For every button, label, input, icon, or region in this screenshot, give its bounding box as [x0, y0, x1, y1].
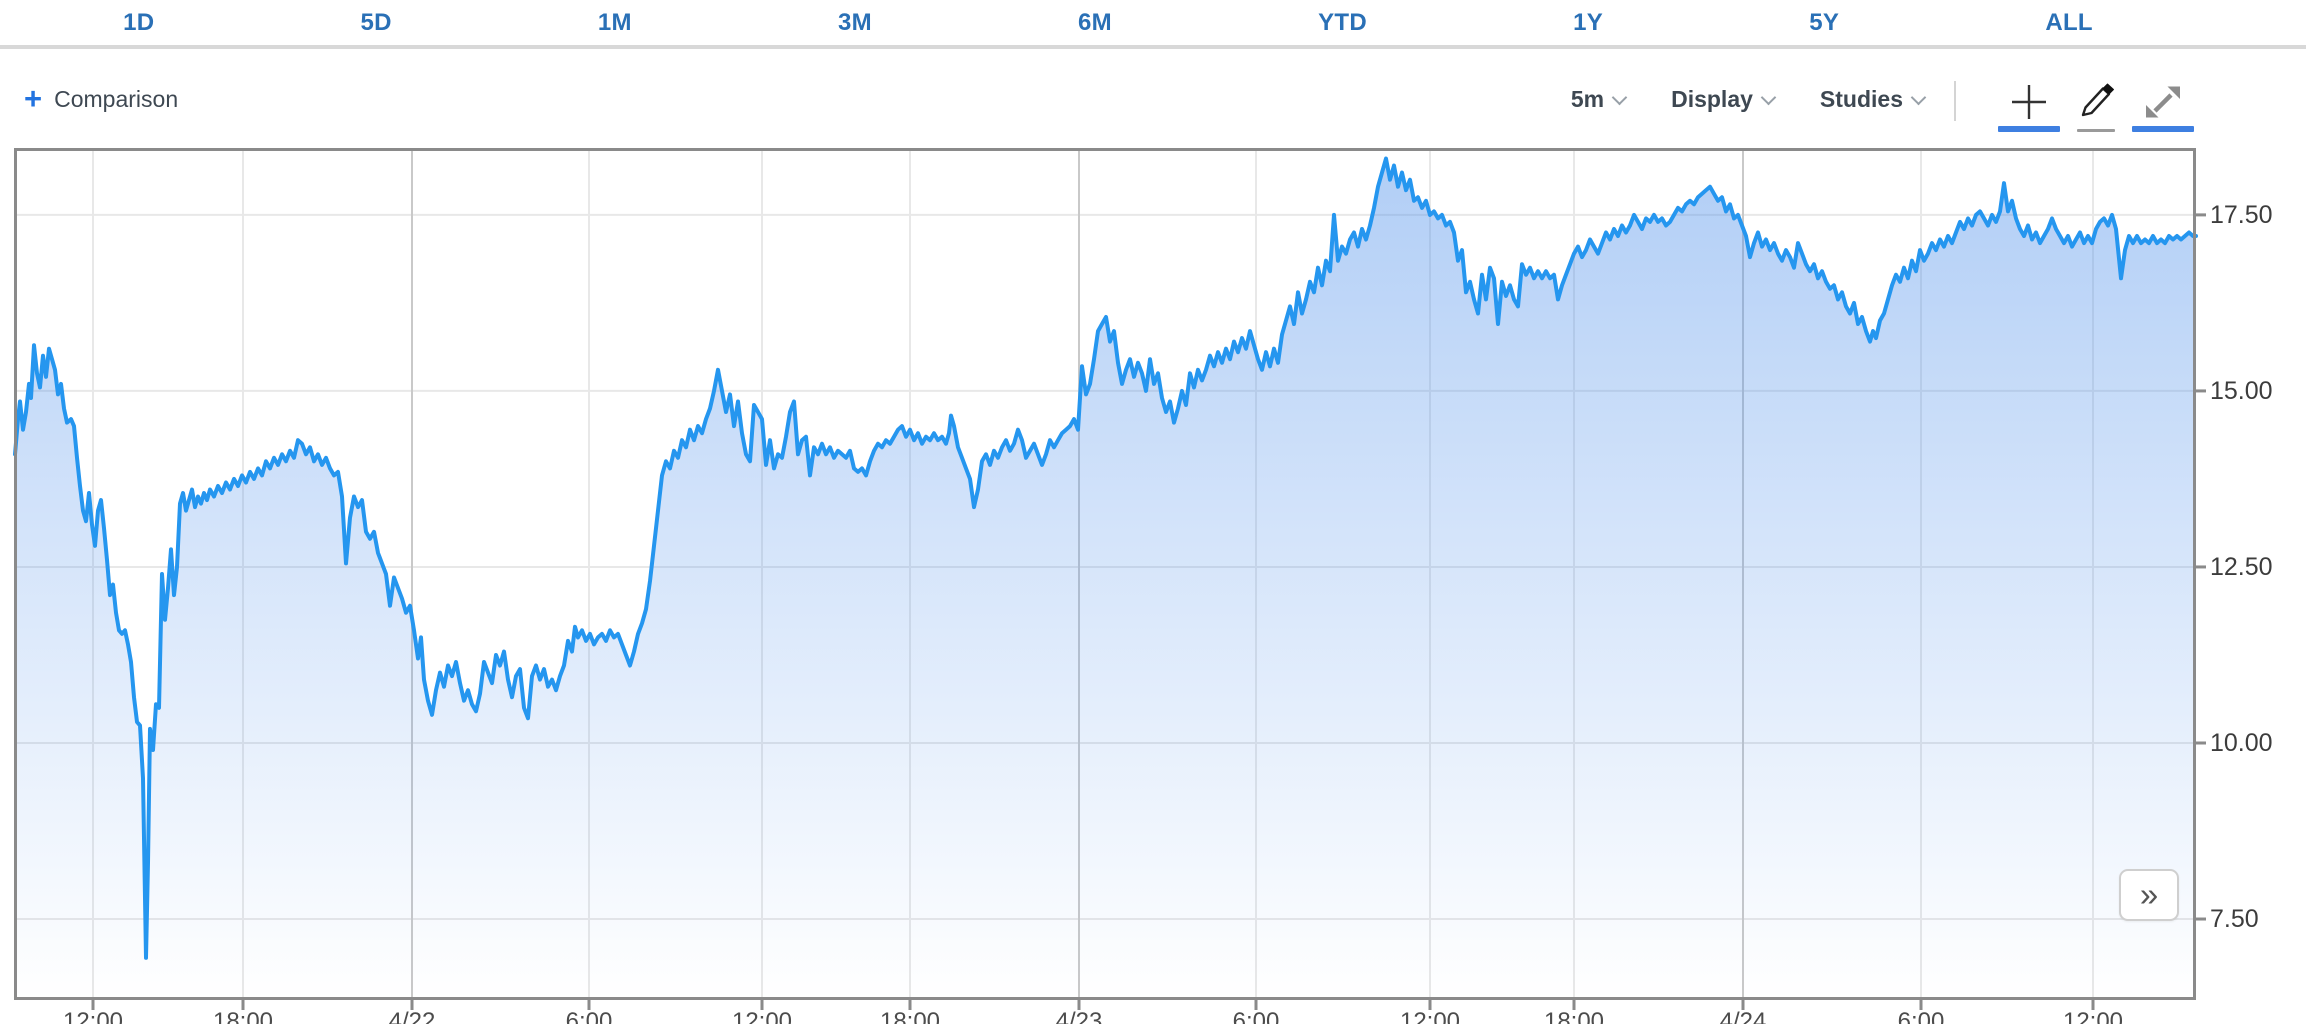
toolbar-divider: [1954, 81, 1956, 121]
x-axis-label: 6:00: [1232, 1008, 1280, 1024]
crosshair-icon: [2009, 82, 2049, 122]
active-tool-underline: [2132, 126, 2194, 132]
tab-3m[interactable]: 3M: [837, 8, 872, 36]
tab-ytd[interactable]: YTD: [1318, 8, 1368, 36]
y-axis-label: 12.50: [2210, 552, 2273, 581]
y-axis-label: 7.50: [2210, 905, 2259, 934]
tab-bar-divider: [0, 45, 2306, 49]
tab-6m[interactable]: 6M: [1078, 8, 1112, 36]
plus-icon: +: [24, 80, 43, 116]
x-axis-label: 12:00: [1399, 1008, 1461, 1024]
x-axis-label: 6:00: [565, 1008, 613, 1024]
x-axis-label: 4/22: [388, 1008, 436, 1024]
add-comparison-button[interactable]: + Comparison: [24, 80, 179, 116]
expand-tool-button[interactable]: [2132, 82, 2194, 132]
tab-all[interactable]: ALL: [2045, 8, 2093, 36]
x-axis-label: 12:00: [62, 1008, 124, 1024]
studies-dropdown[interactable]: Studies: [1819, 85, 1927, 113]
inactive-tool-underline: [2077, 129, 2115, 132]
chevron-down-icon: [1910, 89, 1927, 105]
tab-5d[interactable]: 5D: [360, 8, 392, 36]
crosshair-tool-button[interactable]: [1998, 82, 2060, 132]
display-dropdown-label: Display: [1671, 85, 1753, 112]
chart-toolbar: + Comparison 5m Display Studies: [0, 49, 2306, 149]
x-axis-label: 12:00: [731, 1008, 793, 1024]
y-axis-label: 17.50: [2210, 200, 2273, 229]
interval-dropdown[interactable]: 5m: [1570, 85, 1628, 113]
x-axis-label: 12:00: [2062, 1008, 2124, 1024]
studies-dropdown-label: Studies: [1819, 85, 1903, 112]
scroll-right-button[interactable]: »: [2119, 869, 2179, 921]
chevron-down-icon: [1611, 89, 1628, 105]
tab-5y[interactable]: 5Y: [1809, 8, 1840, 36]
toolbar-right-controls: 5m Display Studies: [1571, 66, 2194, 132]
x-axis-label: 4/23: [1055, 1008, 1103, 1024]
y-axis-label: 10.00: [2210, 728, 2273, 757]
range-tab-bar: 1D 5D 1M 3M 6M YTD 1Y 5Y ALL: [0, 0, 2306, 45]
tab-1y[interactable]: 1Y: [1573, 8, 1604, 36]
area-chart-svg: [13, 148, 2206, 1010]
x-axis-label: 6:00: [1897, 1008, 1945, 1024]
tab-1m[interactable]: 1M: [597, 8, 632, 36]
plot-area[interactable]: [13, 148, 2206, 1010]
chevron-down-icon: [1760, 89, 1777, 105]
x-axis-label: 18:00: [212, 1008, 274, 1024]
draw-tool-button[interactable]: [2076, 82, 2116, 132]
comparison-label: Comparison: [54, 85, 179, 112]
tab-1d[interactable]: 1D: [123, 8, 155, 36]
display-dropdown[interactable]: Display: [1671, 85, 1777, 113]
x-axis-label: 18:00: [1543, 1008, 1605, 1024]
interval-dropdown-label: 5m: [1570, 85, 1605, 112]
x-axis-label: 4/24: [1719, 1008, 1767, 1024]
expand-icon: [2141, 82, 2185, 122]
active-tool-underline: [1998, 126, 2060, 132]
y-axis-label: 15.00: [2210, 376, 2273, 405]
x-axis-label: 18:00: [879, 1008, 941, 1024]
draw-pencil-icon: [2076, 82, 2116, 122]
